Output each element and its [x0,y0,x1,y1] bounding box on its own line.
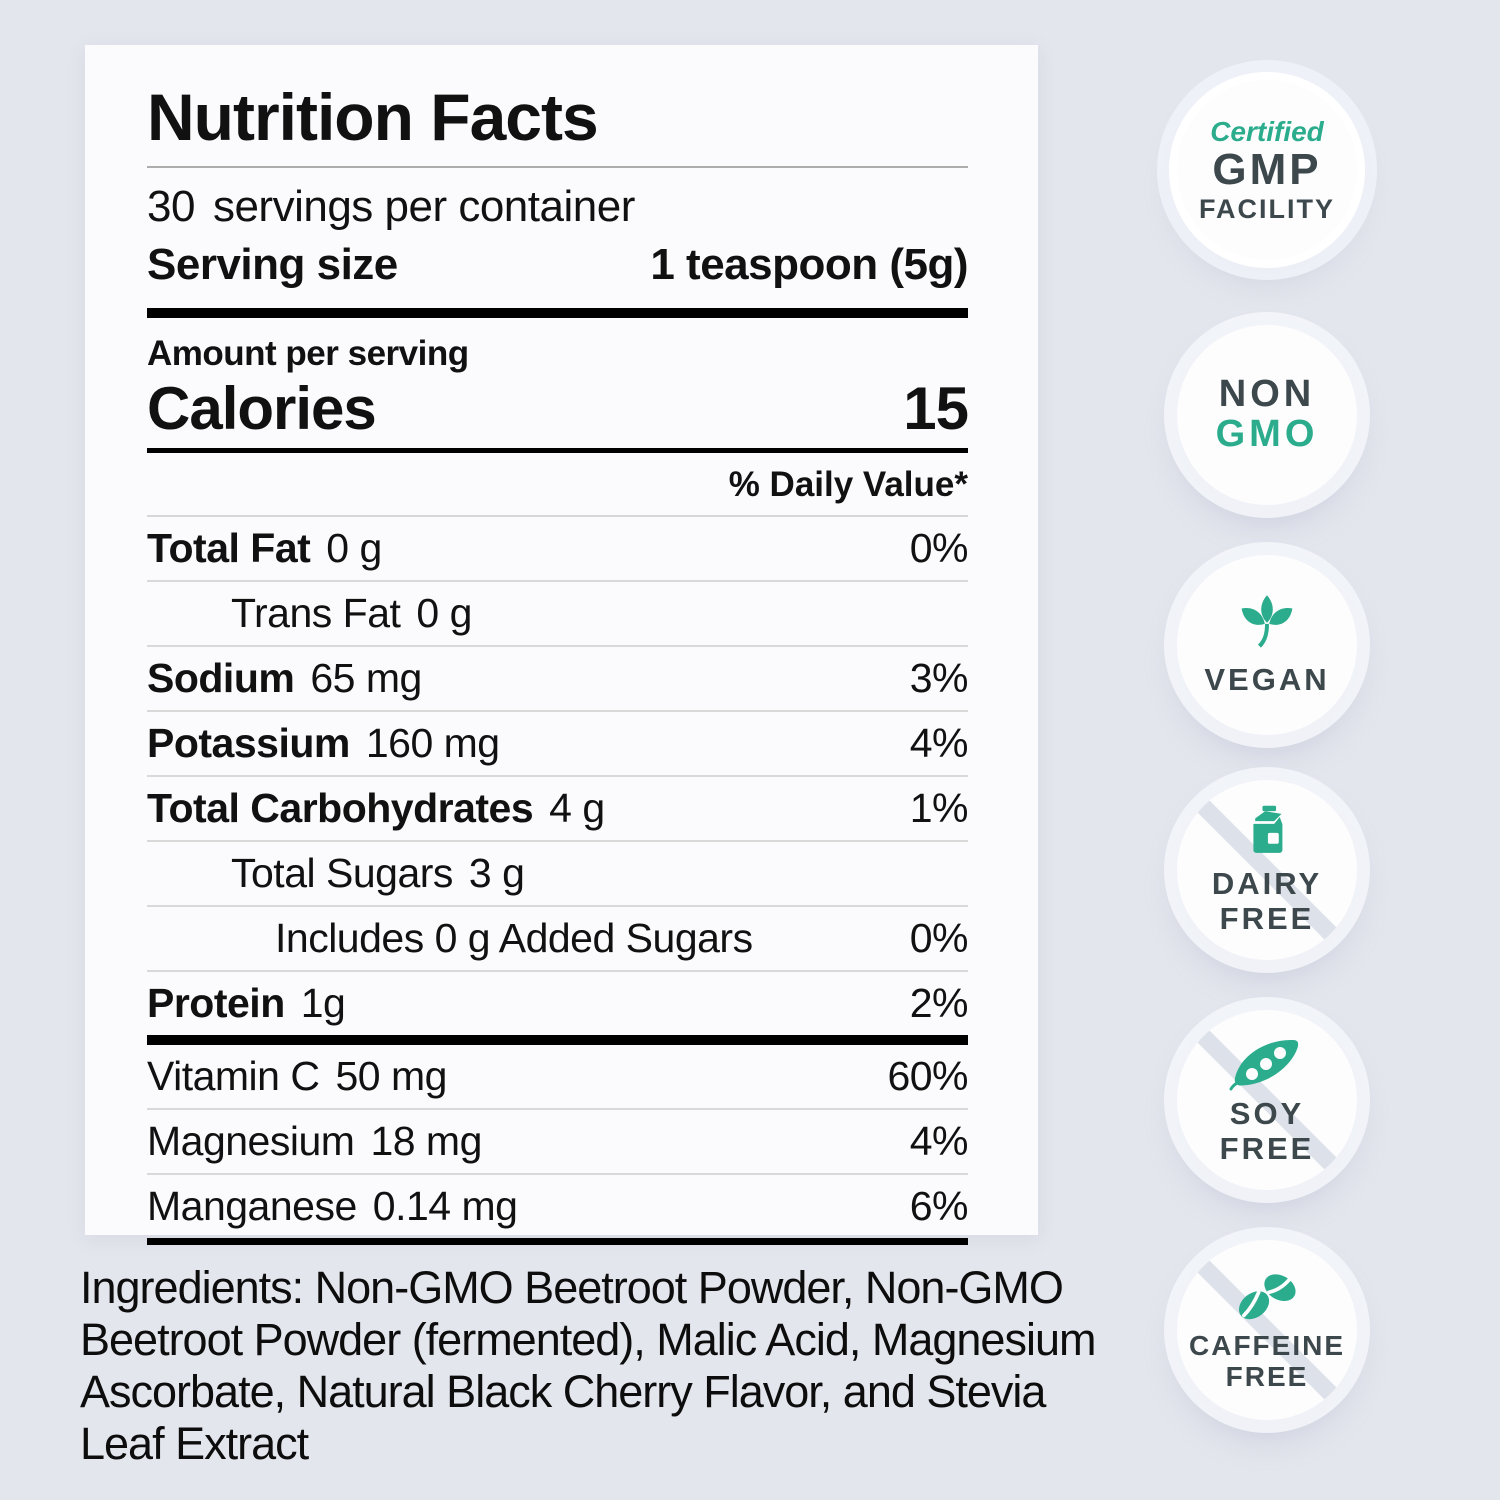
nutrient-name: Vitamin C [147,1053,320,1100]
nutrient-dv: 3% [909,655,969,702]
serving-size-row: Serving size 1 teaspoon (5g) [147,240,968,290]
badge-dairy-free: DAIRY FREE [1177,780,1357,960]
nutrient-name: Trans Fat [231,590,401,637]
calories-value: 15 [903,375,969,443]
nutrient-dv: 6% [909,1183,969,1230]
nutrient-dv: 0% [909,915,969,962]
amount-per-serving-label: Amount per serving [147,334,469,374]
divider [147,166,968,169]
serving-size-label: Serving size [147,240,398,290]
nutrient-name: Protein [147,980,285,1027]
badge-certified-text: Certified [1210,115,1324,147]
calories-label: Calories [147,375,377,443]
nutrient-row-potassium: Potassium 160 mg 4% [147,712,969,778]
badge-circle: DAIRY FREE [1177,780,1357,960]
nutrient-amount: 50 mg [335,1053,447,1100]
ingredients-line: Ascorbate, Natural Black Cherry Flavor, … [80,1366,1046,1417]
nutrient-row-trans-fat: Trans Fat 0 g [147,582,968,648]
nutrient-dv: 4% [909,720,969,767]
badge-free-text: FREE [1225,1361,1309,1392]
micronutrient-row-magnesium: Magnesium 18 mg 4% [147,1110,969,1176]
badge-soy-free: SOY FREE [1177,1010,1357,1190]
nutrient-row-total-fat: Total Fat 0 g 0% [147,517,969,583]
ingredients-text: Ingredients: Non-GMO Beetroot Powder, No… [80,1262,1110,1470]
badge-caffeine-free: CAFFEINE FREE [1177,1240,1357,1420]
nutrient-row-total-carbohydrates: Total Carbohydrates 4 g 1% [147,777,969,843]
badge-free-text: FREE [1219,1131,1315,1166]
coffee-beans-icon [1230,1268,1304,1324]
badge-dairy-text: DAIRY [1211,866,1323,902]
micronutrient-row-manganese: Manganese 0.14 mg 6% [147,1175,969,1238]
nutrient-amount: 3 g [468,850,525,897]
nutrient-dv: 1% [909,785,969,832]
ingredients-line: Beetroot Powder (fermented), Malic Acid,… [80,1314,1096,1365]
nutrition-facts-title: Nutrition Facts [147,80,599,154]
badge-caffeine-text: CAFFEINE [1189,1329,1345,1361]
thick-divider [147,1035,968,1046]
badge-gmo-text: GMO [1215,413,1319,455]
ingredients-line: Leaf Extract [80,1418,309,1469]
nutrient-name: Sodium [147,655,295,702]
badge-circle: CAFFEINE FREE [1177,1240,1357,1420]
badge-certified-gmp-facility: Certified GMP FACILITY [1177,80,1357,260]
nutrition-facts-panel: Nutrition Facts 30 servings per container… [85,45,1038,1246]
badge-gmp-text: GMP [1212,144,1322,194]
badge-circle: Certified GMP FACILITY [1177,80,1357,260]
servings-text: servings per container [212,182,635,232]
badge-non-text: NON [1218,373,1316,416]
nutrient-name: Includes 0 g Added Sugars [275,915,753,962]
nutrient-amount: 0 g [326,525,382,572]
thick-divider [147,1238,968,1246]
servings-count: 30 [147,182,195,232]
badge-vegan-text: VEGAN [1204,661,1330,697]
nutrient-dv: 0% [909,525,969,572]
calories-row: Calories 15 [147,375,969,443]
nutrient-amount: 4 g [549,785,605,832]
serving-size-value: 1 teaspoon (5g) [650,240,968,290]
nutrient-amount: 65 mg [310,655,422,702]
nutrient-row-protein: Protein 1g 2% [147,972,969,1035]
badge-soy-text: SOY [1229,1096,1305,1132]
badge-circle: VEGAN [1177,555,1357,735]
nutrient-amount: 0 g [416,590,472,637]
servings-per-container: 30 servings per container [147,182,968,232]
leaf-icon [1231,593,1303,657]
nutrient-amount: 160 mg [365,720,500,767]
badge-facility-text: FACILITY [1199,193,1335,224]
nutrient-amount: 0.14 mg [372,1183,518,1230]
nutrient-row-added-sugars: Includes 0 g Added Sugars 0% [147,907,969,973]
micronutrient-row-vitamin-c: Vitamin C 50 mg 60% [147,1045,968,1111]
badge-vegan: VEGAN [1177,555,1357,735]
nutrient-name: Manganese [147,1183,357,1230]
badge-non-gmo: NON GMO [1177,325,1357,505]
nutrient-name: Total Carbohydrates [147,785,534,832]
nutrient-name: Total Fat [147,525,311,572]
thick-divider [147,308,968,319]
nutrient-name: Total Sugars [231,850,453,897]
pea-pod-icon [1227,1033,1307,1091]
nutrient-dv: 60% [887,1053,968,1100]
medium-divider [147,448,968,454]
nutrient-amount: 1g [300,980,346,1027]
badge-circle: SOY FREE [1177,1010,1357,1190]
badge-free-text: FREE [1219,901,1315,936]
nutrient-dv: 2% [909,980,969,1027]
nutrient-dv: 4% [909,1118,969,1165]
nutrient-row-sodium: Sodium 65 mg 3% [147,647,969,713]
nutrient-name: Potassium [147,720,350,767]
milk-carton-icon [1238,803,1296,861]
daily-value-header: % Daily Value* [147,453,968,518]
nutrient-name: Magnesium [147,1118,355,1165]
badge-circle: NON GMO [1177,325,1357,505]
ingredients-line: Ingredients: Non-GMO Beetroot Powder, No… [80,1262,1064,1313]
nutrient-amount: 18 mg [370,1118,482,1165]
nutrient-row-total-sugars: Total Sugars 3 g [147,842,968,908]
